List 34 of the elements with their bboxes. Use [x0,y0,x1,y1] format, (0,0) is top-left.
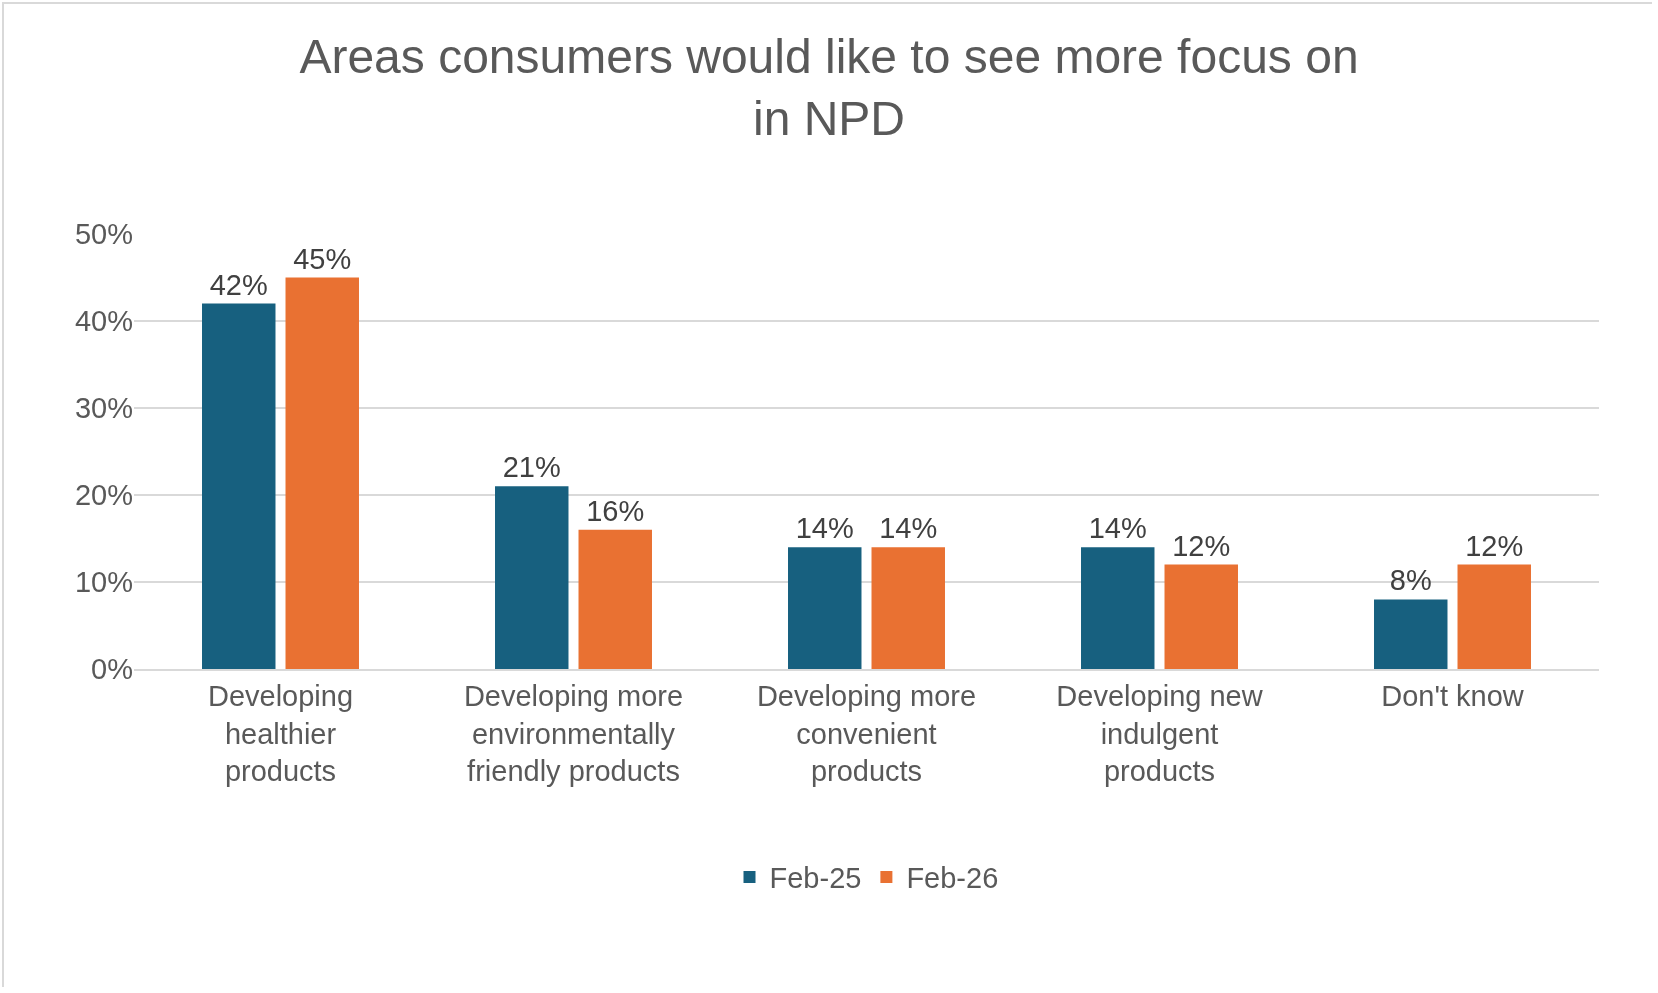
bar [1081,547,1155,669]
x-tick-label: Developing healthier products [207,679,354,788]
x-tick-label: Developing more convenient products [756,679,977,788]
x-tick-label: Developing more environmentally friendly products [463,679,684,788]
bar [578,529,652,669]
bar [495,486,569,669]
y-tick-label: 30% [74,392,133,425]
data-label: 16% [586,494,645,527]
data-label: 14% [795,512,854,545]
bar [1374,599,1448,669]
data-label: 42% [209,268,268,301]
legend-label: Feb-26 [906,862,999,895]
y-tick-label: 0% [91,653,133,686]
y-tick-label: 40% [74,305,133,338]
data-label: 14% [1088,512,1147,545]
data-label: 45% [293,242,352,275]
bar [788,547,862,669]
legend-label: Feb-25 [769,862,862,895]
data-label: 14% [879,512,938,545]
data-label: 12% [1465,529,1524,562]
data-label: 21% [502,451,561,484]
bar [871,547,945,669]
chart-title: Areas consumers would like to see more focus on in NPD [299,29,1359,146]
y-tick-label: 20% [74,479,133,512]
x-tick-label: Developing new indulgent products [1056,679,1264,788]
bar [1164,564,1238,669]
data-label: 8% [1389,564,1432,597]
bar [285,277,359,669]
data-label: 12% [1172,529,1231,562]
x-tick-label: Don't know [1381,679,1525,712]
bar [202,303,276,669]
y-tick-label: 10% [74,566,133,599]
bar [1457,564,1531,669]
y-tick-label: 50% [74,218,133,251]
